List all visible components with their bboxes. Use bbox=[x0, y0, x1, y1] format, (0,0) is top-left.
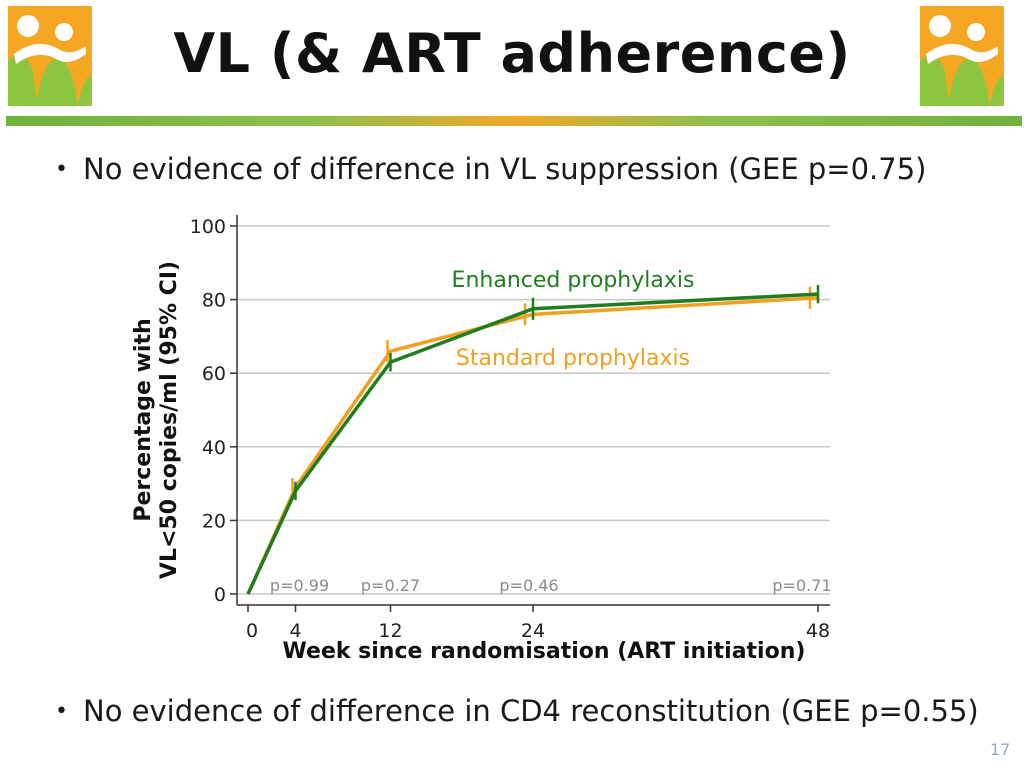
y-axis-title: Percentage withVL<50 copies/ml (95% CI) bbox=[131, 261, 182, 579]
bullet-item: • No evidence of difference in VL suppres… bbox=[55, 152, 926, 186]
slide-number: 17 bbox=[990, 740, 1011, 759]
y-tick-label: 80 bbox=[202, 290, 226, 312]
y-tick-label: 60 bbox=[202, 363, 226, 385]
bullet-dot-icon: • bbox=[55, 157, 68, 182]
bullet-text: No evidence of difference in CD4 reconst… bbox=[83, 694, 979, 728]
y-tick-label: 20 bbox=[202, 510, 226, 532]
bullet-dot-icon: • bbox=[55, 699, 68, 724]
y-axis-title-line: Percentage with bbox=[131, 318, 156, 521]
x-tick-label: 12 bbox=[378, 620, 402, 642]
x-tick-label: 4 bbox=[289, 620, 301, 642]
p-value-annotation: p=0.27 bbox=[361, 576, 420, 595]
y-tick-label: 100 bbox=[190, 216, 226, 238]
p-value-annotation: p=0.71 bbox=[772, 576, 831, 595]
x-tick-label: 48 bbox=[806, 620, 830, 642]
x-tick-label: 0 bbox=[246, 620, 258, 642]
y-axis-title-line: VL<50 copies/ml (95% CI) bbox=[157, 261, 182, 579]
p-value-annotation: p=0.99 bbox=[270, 576, 329, 595]
bullet-item: • No evidence of difference in CD4 recons… bbox=[55, 694, 979, 728]
series-line bbox=[246, 296, 819, 595]
x-tick-label: 24 bbox=[521, 620, 545, 642]
slide-title: VL (& ART adherence) bbox=[173, 22, 851, 85]
legend-enhanced-label: Enhanced prophylaxis bbox=[452, 268, 695, 293]
p-value-annotation: p=0.46 bbox=[499, 576, 558, 595]
series-line bbox=[246, 292, 819, 595]
bullet-text: No evidence of difference in VL suppress… bbox=[83, 152, 927, 186]
y-tick-label: 0 bbox=[214, 584, 226, 606]
legend-standard-label: Standard prophylaxis bbox=[456, 346, 690, 371]
logo-left bbox=[8, 6, 92, 106]
y-tick-label: 40 bbox=[202, 437, 226, 459]
logo-right bbox=[920, 6, 1004, 106]
x-axis-title: Week since randomisation (ART initiation… bbox=[283, 639, 806, 664]
title-divider bbox=[6, 116, 1022, 126]
